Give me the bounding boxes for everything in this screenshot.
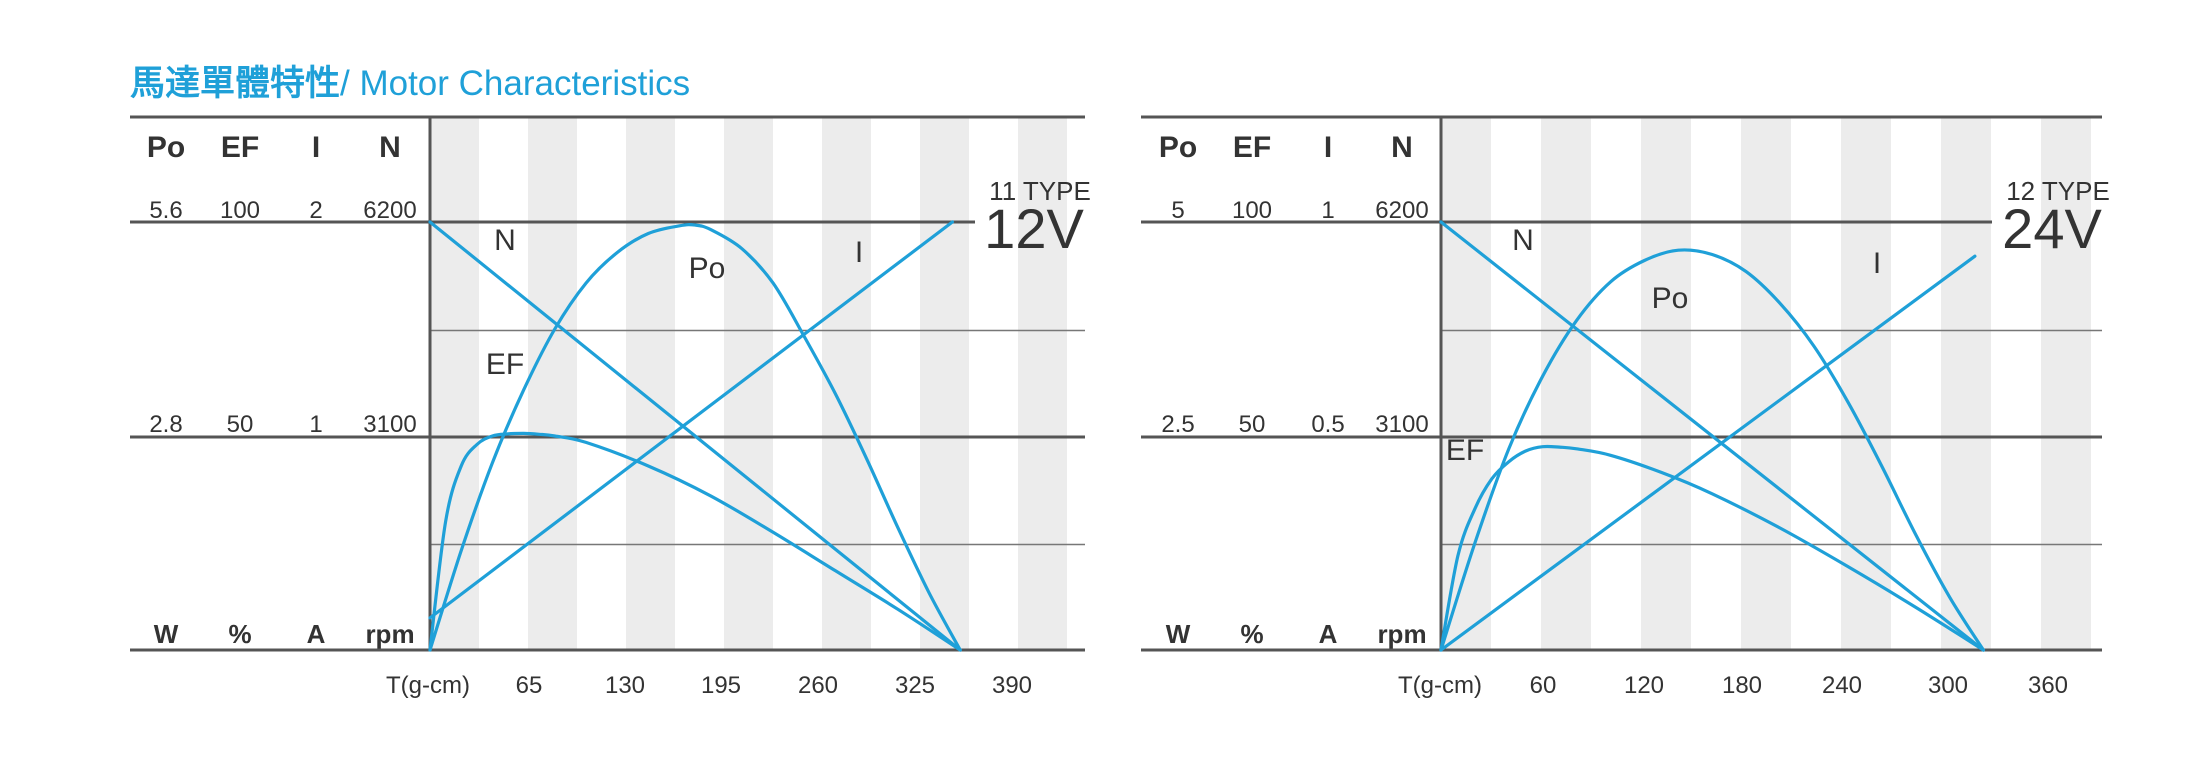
chart1-scale-half-po: 2.8: [149, 411, 182, 438]
chart2-scale-half-i: 0.5: [1311, 411, 1344, 438]
chart2-grid-stripe: [2041, 117, 2091, 650]
chart2-scale-full-i: 1: [1321, 197, 1334, 224]
chart2-x-tick-label: 60: [1530, 672, 1557, 699]
chart2-column-header-i: I: [1324, 131, 1332, 164]
chart1-grid-stripe: [920, 117, 969, 650]
chart2-grid-stripe: [1541, 117, 1591, 650]
chart1-x-tick-label: 260: [798, 672, 838, 699]
chart2-series-po-curve: [1439, 248, 1985, 652]
chart2-unit-label-n: rpm: [1377, 619, 1426, 649]
page-title-en: / Motor Characteristics: [340, 64, 691, 103]
chart2-x-tick-label: 360: [2028, 672, 2068, 699]
chart1-grid-stripe: [1018, 117, 1067, 650]
chart1-x-tick-label: 195: [701, 672, 741, 699]
chart1-x-axis-label: T(g-cm): [386, 672, 470, 699]
chart1-scale-full-po: 5.6: [149, 197, 182, 224]
chart2-scale-half-po: 2.5: [1161, 411, 1194, 438]
chart2-grid-stripe: [1841, 117, 1891, 650]
chart2-column-header-ef: EF: [1233, 131, 1271, 164]
chart1-voltage-label: 12V: [984, 197, 1084, 260]
chart1-scale-full-ef: 100: [220, 197, 260, 224]
chart2-x-tick-label: 300: [1928, 672, 1968, 699]
chart1-x-tick-label: 130: [605, 672, 645, 699]
chart2-series-ef-curve: [1439, 444, 1985, 652]
chart1-curve-label-i: I: [855, 236, 863, 269]
chart2-x-tick-label: 240: [1822, 672, 1862, 699]
chart2-series-i-curve: [1439, 254, 1977, 652]
chart2-grid-stripe: [1441, 117, 1491, 650]
chart1-unit-label-i: A: [307, 619, 326, 649]
chart2-type-label: 12 TYPE: [2006, 176, 2110, 206]
chart2-x-axis-label: T(g-cm): [1398, 672, 1482, 699]
chart1-curve-label-n: N: [494, 224, 516, 257]
chart2-scale-half-ef: 50: [1239, 411, 1266, 438]
chart1-x-tick-label: 65: [516, 672, 543, 699]
chart2-column-header-n: N: [1391, 131, 1413, 164]
chart2-scale-half-n: 3100: [1375, 411, 1428, 438]
chart1-scale-half-i: 1: [309, 411, 322, 438]
chart2-curve-label-n: N: [1512, 224, 1534, 257]
page-title-cn: 馬達單體特性: [130, 64, 341, 103]
chart2-scale-full-n: 6200: [1375, 197, 1428, 224]
chart1-unit-label-n: rpm: [365, 619, 414, 649]
chart1-column-header-i: I: [312, 131, 320, 164]
chart2-scale-full-ef: 100: [1232, 197, 1272, 224]
chart2-x-tick-label: 120: [1624, 672, 1664, 699]
chart1-type-label: 11 TYPE: [989, 176, 1091, 206]
chart2-unit-label-i: A: [1319, 619, 1338, 649]
chart1-scale-half-ef: 50: [227, 411, 254, 438]
chart2-column-header-po: Po: [1159, 131, 1197, 164]
chart2-x-tick-label: 180: [1722, 672, 1762, 699]
chart1-unit-label-po: W: [154, 619, 179, 649]
chart2-unit-label-po: W: [1166, 619, 1191, 649]
chart2-grid-stripe: [1741, 117, 1791, 650]
chart1-series-po-curve: [428, 223, 962, 652]
chart1-series-n-curve: [428, 220, 962, 652]
chart2-grid-stripe: [1941, 117, 1991, 650]
chart1-column-header-n: N: [379, 131, 401, 164]
chart1-grid-stripe: [626, 117, 675, 650]
chart1-unit-label-ef: %: [228, 619, 251, 649]
chart1-scale-half-n: 3100: [363, 411, 416, 438]
chart1-curve-label-po: Po: [689, 252, 726, 285]
chart1-grid-stripe: [430, 117, 479, 650]
chart1-x-tick-label: 390: [992, 672, 1032, 699]
chart2-curve-label-i: I: [1873, 247, 1881, 280]
chart2-scale-full-po: 5: [1171, 197, 1184, 224]
chart1-curve-label-ef: EF: [486, 348, 524, 381]
chart1-scale-full-n: 6200: [363, 197, 416, 224]
page-title: 馬達單體特性/ Motor Characteristics: [130, 55, 690, 106]
chart2-grid-stripe: [1641, 117, 1691, 650]
chart1-x-tick-label: 325: [895, 672, 935, 699]
chart2-series-n-curve: [1439, 220, 1985, 652]
chart1-grid-stripe: [528, 117, 577, 650]
chart1-series-ef-curve: [428, 431, 962, 652]
chart2-voltage-label: 24V: [2002, 197, 2102, 260]
chart2-curve-label-po: Po: [1652, 282, 1689, 315]
chart2-curve-label-ef: EF: [1446, 434, 1484, 467]
chart1-column-header-ef: EF: [221, 131, 259, 164]
chart1-series-i-curve: [428, 220, 954, 620]
chart2-unit-label-ef: %: [1240, 619, 1263, 649]
chart1-scale-full-i: 2: [309, 197, 322, 224]
chart1-grid-stripe: [724, 117, 773, 650]
chart1-column-header-po: Po: [147, 131, 185, 164]
